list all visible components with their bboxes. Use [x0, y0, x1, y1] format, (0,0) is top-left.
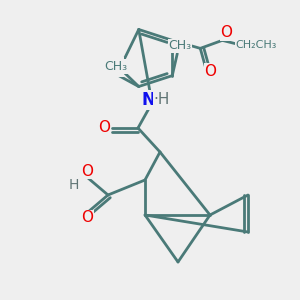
- Text: O: O: [98, 121, 110, 136]
- Text: CH₃: CH₃: [104, 60, 127, 73]
- Text: O: O: [81, 211, 93, 226]
- Text: ·H: ·H: [154, 92, 170, 107]
- Text: O: O: [220, 25, 232, 40]
- Text: O: O: [81, 164, 93, 178]
- Text: S: S: [111, 58, 123, 76]
- Text: H: H: [69, 178, 79, 192]
- Text: O: O: [204, 64, 216, 79]
- Text: CH₃: CH₃: [169, 39, 192, 52]
- Text: CH₂CH₃: CH₂CH₃: [236, 40, 277, 50]
- Text: N: N: [141, 91, 155, 109]
